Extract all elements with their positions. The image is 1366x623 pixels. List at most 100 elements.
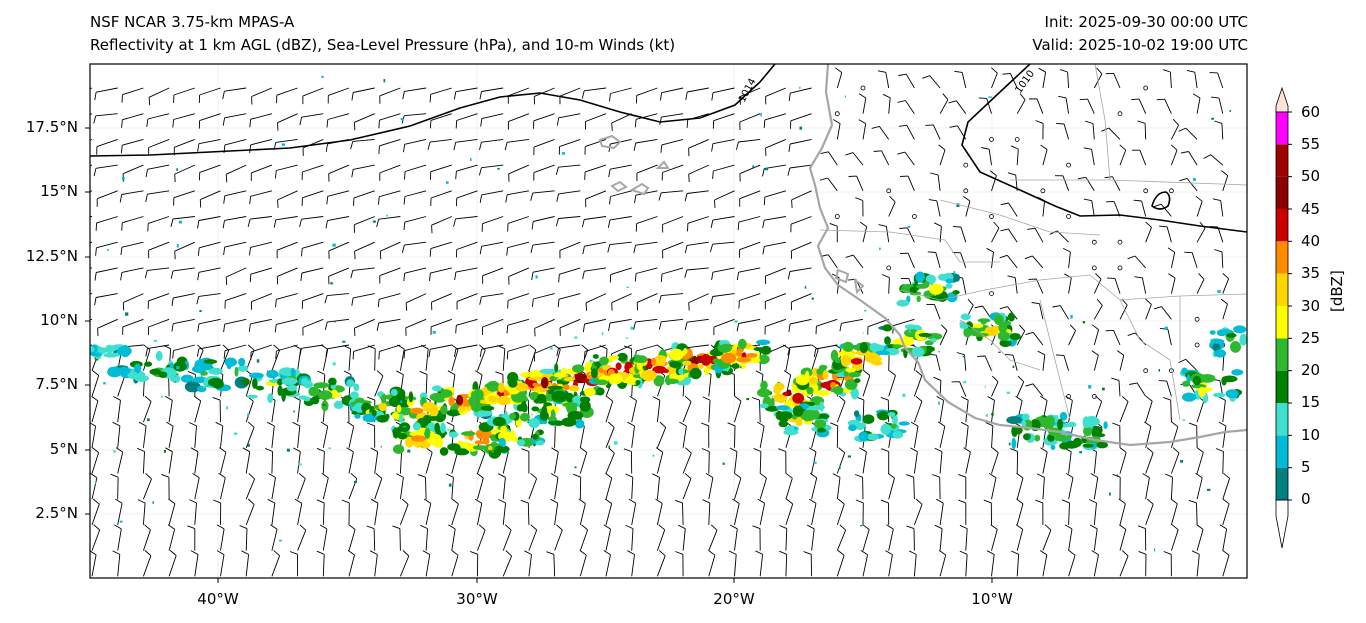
fields-title: Reflectivity at 1 km AGL (dBZ), Sea-Leve… (90, 36, 676, 54)
wind-barb (90, 267, 93, 269)
echo-speck (1211, 117, 1214, 120)
echo-cell (208, 367, 223, 375)
echo-cell (810, 376, 818, 385)
wind-barb (1040, 144, 1048, 166)
wind-barb (521, 448, 530, 474)
wind-barb (220, 344, 230, 371)
echo-cell (579, 400, 591, 412)
wind-barb (165, 447, 173, 474)
wind-barb (367, 345, 376, 371)
wind-barb (1024, 255, 1044, 269)
wind-barb (455, 113, 478, 129)
wind-barb (930, 172, 941, 191)
echo-cell (446, 409, 461, 417)
wind-barb (573, 473, 582, 500)
wind-barb (811, 344, 819, 371)
echo-speck (125, 312, 129, 316)
echo-cell (422, 401, 436, 413)
wind-barb (1055, 354, 1070, 371)
echo-cell (795, 417, 803, 427)
wind-barb (739, 113, 761, 131)
wind-barb (292, 421, 301, 448)
wind-barb (581, 87, 607, 99)
wind-barb (584, 164, 607, 180)
wind-barb (555, 164, 581, 176)
colorbar-tick: 25 (1301, 329, 1321, 347)
wind-barb (634, 267, 658, 282)
wind-barb (779, 525, 788, 551)
wind-barb (271, 550, 281, 577)
wind-barb (1000, 202, 1018, 217)
wind-barb (656, 421, 667, 448)
wind-barb (114, 524, 122, 551)
wind-barb (1028, 98, 1044, 114)
echo-cell (592, 354, 599, 359)
wind-barb (633, 138, 658, 151)
wind-barb (659, 113, 684, 125)
wind-barb (429, 267, 452, 282)
wind-barb (1145, 395, 1153, 423)
wind-barb (1119, 524, 1127, 551)
wind-barb (813, 344, 838, 357)
wind-barb (1211, 96, 1224, 114)
wind-barb (270, 524, 278, 551)
wind-barb (115, 447, 124, 474)
echo-cell (532, 382, 538, 387)
wind-barb (790, 113, 812, 129)
echo-cell (844, 379, 858, 390)
wind-barb (685, 87, 709, 100)
wind-barb (990, 67, 998, 89)
echo-cell (267, 393, 274, 404)
wind-barb (1039, 550, 1048, 577)
echo-speck (293, 410, 295, 413)
echo-cell (468, 395, 481, 407)
wind-barb (702, 499, 711, 525)
wind-barb (627, 421, 635, 448)
echo-speck (247, 413, 249, 417)
echo-speck (549, 347, 553, 350)
wind-barb (1091, 550, 1099, 577)
wind-barb (888, 195, 896, 217)
echo-cell (1233, 325, 1247, 334)
echo-cell (318, 390, 333, 400)
echo-cell (476, 410, 493, 417)
wind-barb (582, 267, 607, 280)
wind-barb (366, 422, 376, 448)
wind-barb (1093, 298, 1103, 320)
wind-barb (147, 216, 170, 232)
wind-barb (378, 113, 401, 129)
wind-barb (250, 164, 273, 181)
wind-barb (502, 524, 512, 551)
echo-cell (303, 396, 311, 402)
wind-barb (1119, 447, 1127, 474)
wind-barb (420, 524, 429, 551)
echo-cell (572, 364, 585, 373)
echo-cell (396, 404, 402, 413)
wind-barb (148, 87, 170, 106)
echo-cell (806, 386, 814, 395)
echo-cell (608, 355, 620, 360)
echo-cell (247, 394, 258, 399)
wind-barb (584, 113, 607, 130)
wind-barb (96, 190, 118, 207)
echo-cell (1054, 414, 1059, 423)
echo-cell (486, 380, 500, 392)
wind-barb (267, 498, 276, 525)
wind-barb (652, 473, 660, 500)
wind-barb (168, 550, 177, 577)
echo-cell (1254, 330, 1265, 336)
echo-speck (998, 351, 1001, 353)
echo-cell (904, 328, 919, 337)
echo-speck (850, 392, 852, 394)
wind-barb (656, 550, 666, 577)
echo-speck (864, 310, 867, 312)
wind-barb (656, 524, 666, 551)
wind-barb (148, 138, 170, 156)
wind-barb (736, 267, 761, 281)
wind-barb (938, 144, 946, 166)
wind-barb (652, 396, 661, 423)
echo-speck (1217, 290, 1221, 293)
wind-barb (603, 524, 612, 551)
echo-cell (682, 360, 692, 366)
wind-barb (687, 216, 709, 232)
